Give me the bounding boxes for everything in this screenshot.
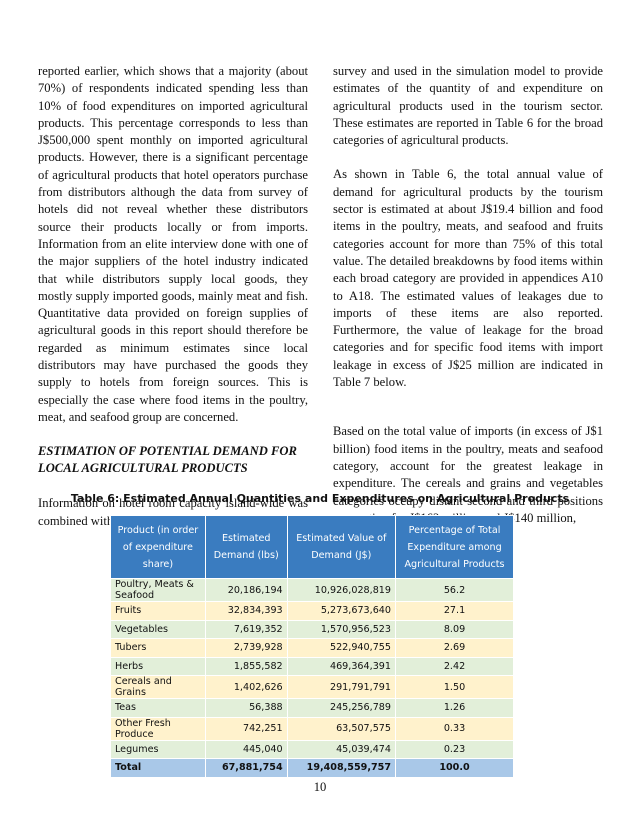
table-cell: 32,834,393: [204, 601, 288, 621]
table-cell: 67,881,754: [204, 758, 288, 778]
table-cell: 445,040: [204, 739, 288, 759]
table-row: Vegetables 7,619,352 1,570,956,523 8.09: [110, 619, 514, 639]
table-cell: 1,570,956,523: [286, 619, 397, 639]
table-cell: 27.1: [395, 601, 514, 621]
table-title: Table 6: Estimated Annual Quantities and…: [70, 492, 570, 505]
table-cell: 291,791,791: [286, 675, 397, 699]
table-cell: 56.2: [395, 578, 514, 602]
table-cell: Teas: [110, 698, 206, 718]
table-cell: 45,039,474: [286, 739, 397, 759]
table-cell: 245,256,789: [286, 698, 397, 718]
table-cell: Legumes: [110, 739, 206, 759]
table-cell: 1.26: [395, 698, 514, 718]
table-cell: Other Fresh Produce: [110, 716, 206, 741]
table-cell: Total: [110, 758, 206, 778]
right-column: survey and used in the simulation model …: [333, 63, 603, 544]
table-cell: Vegetables: [110, 619, 206, 639]
table-cell: 20,186,194: [204, 578, 288, 602]
table-cell: 1.50: [395, 675, 514, 699]
column-header: Estimated Value of Demand (J$): [286, 515, 397, 579]
table-cell: 522,940,755: [286, 638, 397, 658]
table-row: Tubers 2,739,928 522,940,755 2.69: [110, 638, 514, 658]
table-cell: 469,364,391: [286, 656, 397, 676]
table-cell: 0.33: [395, 716, 514, 741]
table-cell: Fruits: [110, 601, 206, 621]
table-row: Legumes 445,040 45,039,474 0.23: [110, 739, 514, 759]
paragraph: reported earlier, which shows that a maj…: [38, 64, 308, 424]
paragraph: survey and used in the simulation model …: [333, 64, 603, 148]
table-row: Other Fresh Produce 742,251 63,507,575 0.33: [110, 716, 514, 741]
table-row: Fruits 32,834,393 5,273,673,640 27.1: [110, 601, 514, 621]
table-cell: 1,402,626: [204, 675, 288, 699]
column-header: Estimated Demand (lbs): [204, 515, 288, 579]
table-cell: 56,388: [204, 698, 288, 718]
column-header: Product (in order of expenditure share): [110, 515, 206, 579]
table-row: Herbs 1,855,582 469,364,391 2.42: [110, 656, 514, 676]
column-header: Percentage of Total Expenditure among Ag…: [395, 515, 514, 579]
data-table: Product (in order of expenditure share) E…: [110, 515, 514, 778]
table-cell: 2,739,928: [204, 638, 288, 658]
paragraph: Based on the total value of imports (in …: [333, 424, 603, 525]
table-cell: 0.23: [395, 739, 514, 759]
table-row: Total 67,881,754 19,408,559,757 100.0: [110, 758, 514, 778]
table-cell: 742,251: [204, 716, 288, 741]
table-cell: 2.42: [395, 656, 514, 676]
table-cell: 2.69: [395, 638, 514, 658]
table-cell: 100.0: [395, 758, 514, 778]
table-cell: 7,619,352: [204, 619, 288, 639]
table-row: Teas 56,388 245,256,789 1.26: [110, 698, 514, 718]
table-cell: 10,926,028,819: [286, 578, 397, 602]
page-number: 10: [313, 780, 327, 794]
table-cell: 5,273,673,640: [286, 601, 397, 621]
table-cell: Herbs: [110, 656, 206, 676]
table-cell: 19,408,559,757: [286, 758, 397, 778]
section-heading: ESTIMATION OF POTENTIAL DEMAND FOR LOCAL…: [38, 444, 297, 476]
paragraph: As shown in Table 6, the total annual va…: [333, 167, 603, 390]
table-cell: 63,507,575: [286, 716, 397, 741]
header-row: Product (in order of expenditure share) E…: [110, 515, 514, 579]
table-cell: 1,855,582: [204, 656, 288, 676]
table-cell: Cereals and Grains: [110, 675, 206, 699]
table-row: Cereals and Grains 1,402,626 291,791,791 1.…: [110, 675, 514, 699]
table-row: Poultry, Meats & Seafood 20,186,194 10,926…: [110, 578, 514, 602]
left-column: reported earlier, which shows that a maj…: [38, 63, 308, 547]
table-cell: 8.09: [395, 619, 514, 639]
table-cell: Poultry, Meats & Seafood: [110, 578, 206, 602]
table-cell: Tubers: [110, 638, 206, 658]
